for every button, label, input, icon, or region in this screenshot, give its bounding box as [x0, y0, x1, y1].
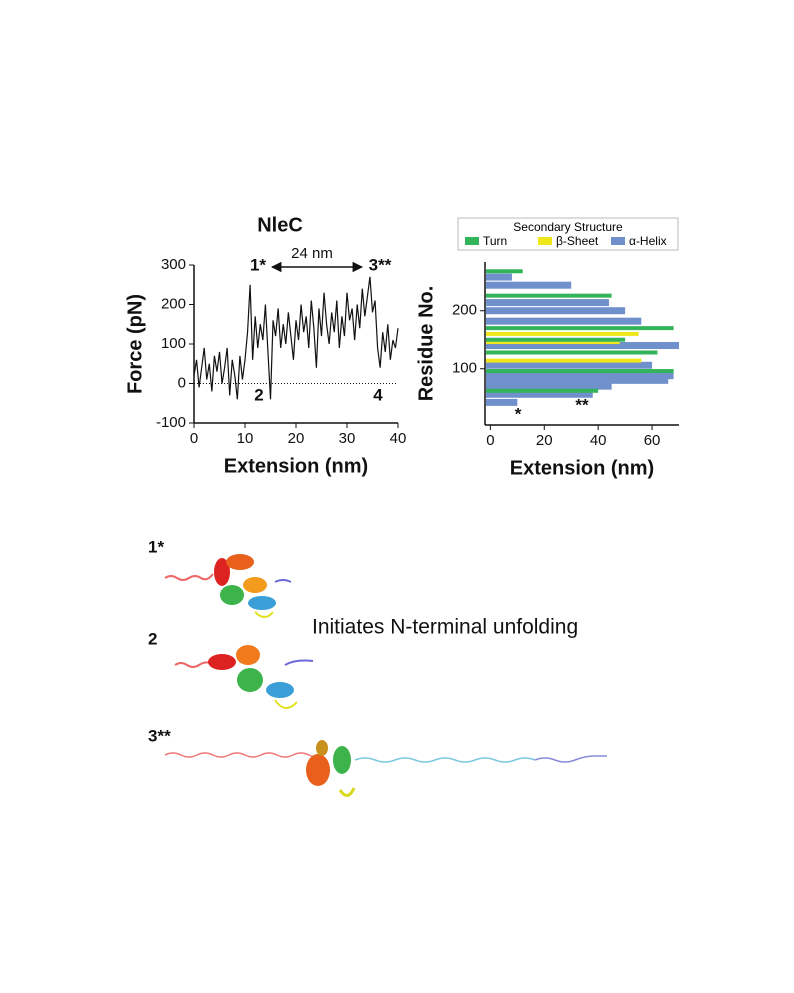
structure-bar — [486, 350, 658, 355]
structure-bar — [486, 307, 626, 315]
structure-bar — [486, 342, 679, 350]
legend-swatch — [538, 237, 552, 245]
structure-2 — [174, 645, 314, 709]
structure-bar — [486, 372, 674, 380]
structure-bar — [486, 281, 572, 289]
event-label: 4 — [373, 385, 383, 404]
structure-label: 3** — [148, 726, 171, 745]
structure-bar — [486, 382, 612, 390]
x-tick-label: 60 — [644, 432, 661, 449]
span-label: 24 nm — [291, 245, 333, 262]
x-tick-label: 10 — [237, 430, 254, 447]
y-axis-label: Force (pN) — [124, 294, 146, 394]
legend-entry: β-Sheet — [556, 234, 599, 248]
y-axis-label: Residue No. — [415, 286, 437, 402]
structure-label: 2 — [148, 629, 157, 648]
structure-bar — [486, 293, 612, 298]
structure-3 — [164, 740, 607, 797]
structure-bar — [486, 390, 593, 398]
force-trace — [193, 276, 399, 400]
legend-swatch — [465, 237, 479, 245]
x-tick-label: 0 — [190, 430, 198, 447]
caption: Initiates N-terminal unfolding — [312, 616, 578, 639]
structure-bar — [486, 388, 599, 393]
structure-bar — [486, 269, 523, 274]
y-tick-label: 100 — [161, 335, 186, 352]
y-tick-label: 300 — [161, 256, 186, 273]
x-axis-label: Extension (nm) — [510, 457, 654, 479]
structure-bar — [486, 358, 642, 363]
y-tick-label: 200 — [161, 295, 186, 312]
y-tick-label: -100 — [156, 414, 186, 431]
y-tick-label: 200 — [452, 302, 477, 319]
legend-entry: α-Helix — [629, 234, 667, 248]
structure-bar — [486, 331, 639, 336]
legend-title: Secondary Structure — [513, 220, 623, 234]
x-tick-label: 30 — [339, 430, 356, 447]
x-axis-label: Extension (nm) — [224, 455, 368, 477]
structure-bar — [486, 340, 620, 345]
y-tick-label: 100 — [452, 360, 477, 377]
structure-1 — [164, 554, 292, 618]
structure-bar — [486, 369, 674, 374]
y-tick-label: 0 — [178, 374, 186, 391]
structure-bar — [486, 326, 674, 331]
chart-title: NleC — [257, 214, 303, 236]
structure-bar — [486, 317, 642, 325]
x-tick-label: 0 — [486, 432, 494, 449]
structure-bar — [486, 361, 653, 369]
structure-bar — [486, 337, 626, 342]
event-label: 3** — [369, 255, 392, 274]
legend-swatch — [611, 237, 625, 245]
event-label: 1* — [250, 255, 266, 274]
legend-box — [457, 217, 679, 251]
structure-label: 1* — [148, 537, 164, 556]
x-tick-label: 40 — [390, 430, 407, 447]
event-label: * — [515, 404, 522, 423]
structure-bar — [486, 273, 512, 281]
structure-bar — [486, 376, 669, 384]
structure-bar — [486, 398, 518, 406]
structure-bar — [486, 299, 609, 307]
x-tick-label: 20 — [288, 430, 305, 447]
legend-entry: Turn — [483, 234, 507, 248]
event-label: 2 — [254, 385, 263, 404]
x-tick-label: 20 — [536, 432, 553, 449]
event-label: ** — [575, 395, 589, 414]
x-tick-label: 40 — [590, 432, 607, 449]
